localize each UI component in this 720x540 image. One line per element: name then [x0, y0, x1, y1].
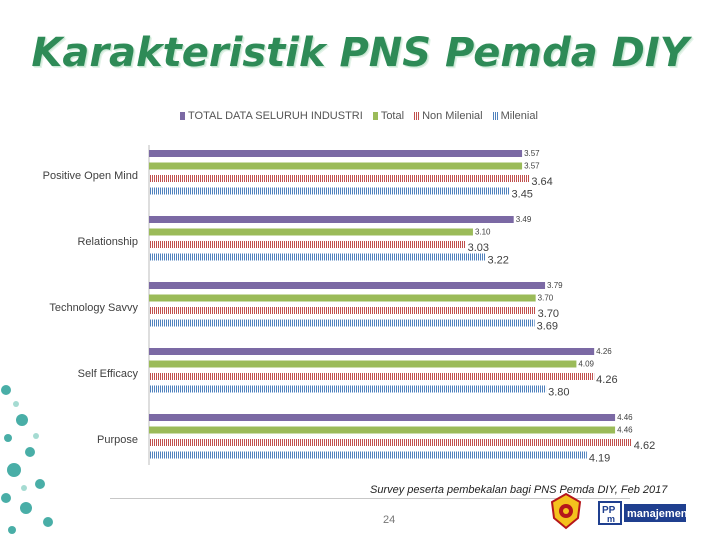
legend-item-total-data: TOTAL DATA SELURUH INDUSTRI: [180, 110, 363, 122]
legend-swatch-non-milenial: [414, 112, 420, 120]
legend-label-non-milenial: Non Milenial: [422, 110, 483, 122]
bar-total-purpose: [149, 426, 616, 434]
legend-item-total: Total: [372, 110, 405, 122]
category-label-self-efficacy: Self Efficacy: [78, 368, 139, 380]
legend-swatch-milenial: [492, 112, 498, 120]
category-label-relationship: Relationship: [77, 236, 138, 248]
data-label-non-milenial-self-efficacy: 4.26: [596, 374, 617, 386]
bar-total-data-seluruh-industri-purpose: [149, 414, 616, 421]
bar-total-positive-open-mind: [149, 162, 523, 170]
legend-label-milenial: Milenial: [500, 110, 538, 122]
legend-item-non-milenial: Non Milenial: [414, 110, 483, 122]
footer-divider: [110, 498, 630, 499]
bar-non-milenial-positive-open-mind: [149, 175, 530, 182]
category-label-technology-savvy: Technology Savvy: [49, 302, 138, 314]
data-label-non-milenial-purpose: 4.62: [634, 440, 655, 452]
bar-non-milenial-relationship: [149, 241, 466, 248]
bar-total-data-seluruh-industri-relationship: [149, 216, 514, 223]
bar-milenial-self-efficacy: [149, 385, 547, 393]
source-note: Survey peserta pembekalan bagi PNS Pemda…: [370, 484, 668, 496]
data-label-total-purpose: 4.46: [617, 426, 633, 435]
data-label-total-data-seluruh-industri-positive-open-mind: 3.57: [524, 149, 540, 158]
data-label-total-data-seluruh-industri-self-efficacy: 4.26: [596, 347, 612, 356]
data-label-non-milenial-relationship: 3.03: [468, 242, 489, 254]
data-label-non-milenial-technology-savvy: 3.70: [538, 308, 559, 320]
page-title: Karakteristik PNS Pemda DIY: [31, 30, 689, 76]
data-label-total-data-seluruh-industri-relationship: 3.49: [516, 215, 532, 224]
decorative-pattern: [1, 385, 53, 534]
data-label-non-milenial-positive-open-mind: 3.64: [531, 176, 552, 188]
data-label-milenial-technology-savvy: 3.69: [537, 321, 558, 333]
bar-non-milenial-purpose: [149, 439, 632, 446]
legend-item-milenial: Milenial: [492, 110, 538, 122]
data-label-milenial-relationship: 3.22: [487, 255, 508, 267]
bar-total-self-efficacy: [149, 360, 577, 368]
bar-total-data-seluruh-industri-technology-savvy: [149, 282, 546, 289]
category-label-positive-open-mind: Positive Open Mind: [43, 170, 138, 182]
data-label-total-self-efficacy: 4.09: [578, 360, 594, 369]
data-label-total-technology-savvy: 3.70: [538, 294, 554, 303]
data-label-total-positive-open-mind: 3.57: [524, 162, 540, 171]
data-label-total-data-seluruh-industri-technology-savvy: 3.79: [547, 281, 563, 290]
bar-milenial-relationship: [149, 253, 486, 261]
data-label-milenial-positive-open-mind: 3.45: [512, 189, 533, 201]
bar-non-milenial-self-efficacy: [149, 373, 595, 380]
bar-total-relationship: [149, 228, 473, 236]
legend-label-total-data: TOTAL DATA SELURUH INDUSTRI: [188, 110, 363, 122]
bar-non-milenial-technology-savvy: [149, 307, 536, 314]
page-number: 24: [383, 514, 396, 526]
category-label-purpose: Purpose: [97, 434, 138, 446]
legend-swatch-total: [372, 112, 378, 120]
chart-legend: TOTAL DATA SELURUH INDUSTRI Total Non Mi…: [180, 110, 538, 122]
bar-milenial-purpose: [149, 451, 587, 459]
bar-total-data-seluruh-industri-self-efficacy: [149, 348, 595, 355]
ppm-manajemen-logo: PP m manajemen: [598, 500, 688, 528]
data-label-milenial-self-efficacy: 3.80: [548, 387, 569, 399]
legend-label-total: Total: [380, 110, 405, 122]
data-label-total-relationship: 3.10: [475, 228, 491, 237]
data-label-total-data-seluruh-industri-purpose: 4.46: [617, 413, 633, 422]
legend-swatch-total-data: [180, 112, 185, 120]
bar-total-data-seluruh-industri-positive-open-mind: [149, 150, 523, 157]
pemda-seal-logo: [550, 492, 582, 530]
svg-text:m: m: [607, 514, 615, 524]
svg-text:PP: PP: [602, 505, 616, 516]
bar-milenial-positive-open-mind: [149, 187, 510, 195]
bar-milenial-technology-savvy: [149, 319, 535, 327]
ppm-logo-text: manajemen: [627, 508, 688, 520]
data-label-milenial-purpose: 4.19: [589, 453, 610, 465]
bar-total-technology-savvy: [149, 294, 536, 302]
